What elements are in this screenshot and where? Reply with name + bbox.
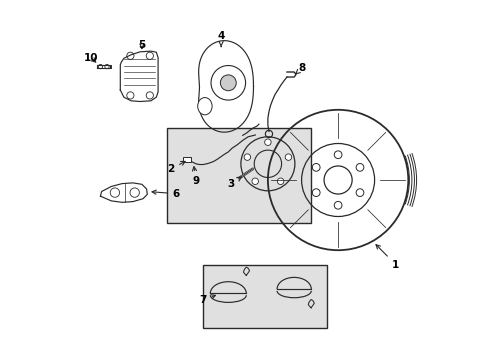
Text: 1: 1 bbox=[375, 245, 399, 270]
FancyBboxPatch shape bbox=[203, 265, 326, 328]
FancyBboxPatch shape bbox=[182, 157, 190, 162]
Text: 9: 9 bbox=[192, 167, 199, 186]
Text: 2: 2 bbox=[167, 161, 185, 174]
Text: 5: 5 bbox=[138, 40, 145, 50]
Text: 4: 4 bbox=[217, 31, 224, 46]
Circle shape bbox=[220, 75, 236, 91]
Text: 6: 6 bbox=[152, 189, 180, 199]
Circle shape bbox=[244, 154, 250, 160]
Text: 3: 3 bbox=[227, 177, 241, 189]
Text: 8: 8 bbox=[295, 63, 305, 74]
Circle shape bbox=[277, 178, 283, 185]
Circle shape bbox=[264, 139, 270, 145]
Text: 7: 7 bbox=[199, 294, 215, 305]
Circle shape bbox=[285, 154, 291, 160]
Circle shape bbox=[251, 178, 258, 185]
Ellipse shape bbox=[197, 98, 212, 115]
FancyBboxPatch shape bbox=[167, 128, 310, 223]
Text: 10: 10 bbox=[83, 53, 98, 63]
